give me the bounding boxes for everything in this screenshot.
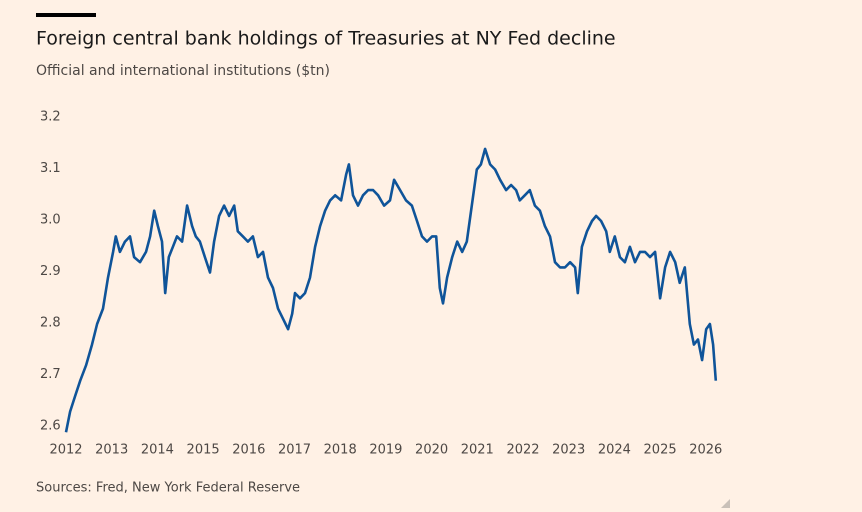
y-tick-label: 2.6 bbox=[40, 419, 61, 434]
x-tick-label: 2018 bbox=[324, 443, 357, 458]
y-tick-label: 2.7 bbox=[40, 367, 61, 382]
x-tick-label: 2021 bbox=[461, 443, 494, 458]
y-tick-label: 3.0 bbox=[40, 213, 61, 228]
x-tick-label: 2024 bbox=[598, 443, 631, 458]
x-tick-label: 2012 bbox=[49, 443, 82, 458]
x-tick-label: 2020 bbox=[415, 443, 448, 458]
data-line bbox=[64, 147, 718, 433]
chart-subtitle: Official and international institutions … bbox=[36, 63, 330, 79]
x-tick-label: 2019 bbox=[369, 443, 402, 458]
x-tick-label: 2015 bbox=[187, 443, 220, 458]
y-tick-label: 3.1 bbox=[40, 161, 61, 176]
x-tick-label: 2016 bbox=[232, 443, 265, 458]
x-tick-label: 2014 bbox=[141, 443, 174, 458]
x-tick-label: 2022 bbox=[506, 443, 539, 458]
y-tick-label: 2.9 bbox=[40, 264, 61, 279]
x-tick-label: 2025 bbox=[644, 443, 677, 458]
resize-handle bbox=[721, 499, 730, 508]
x-tick-label: 2013 bbox=[95, 443, 128, 458]
x-tick-label: 2017 bbox=[278, 443, 311, 458]
x-tick-label: 2023 bbox=[552, 443, 585, 458]
x-tick-label: 2026 bbox=[689, 443, 722, 458]
y-tick-label: 3.2 bbox=[40, 110, 61, 125]
title-bar bbox=[36, 13, 96, 17]
chart-title: Foreign central bank holdings of Treasur… bbox=[36, 28, 616, 50]
source-note: Sources: Fred, New York Federal Reserve bbox=[36, 481, 300, 496]
y-tick-label: 2.8 bbox=[40, 316, 61, 331]
